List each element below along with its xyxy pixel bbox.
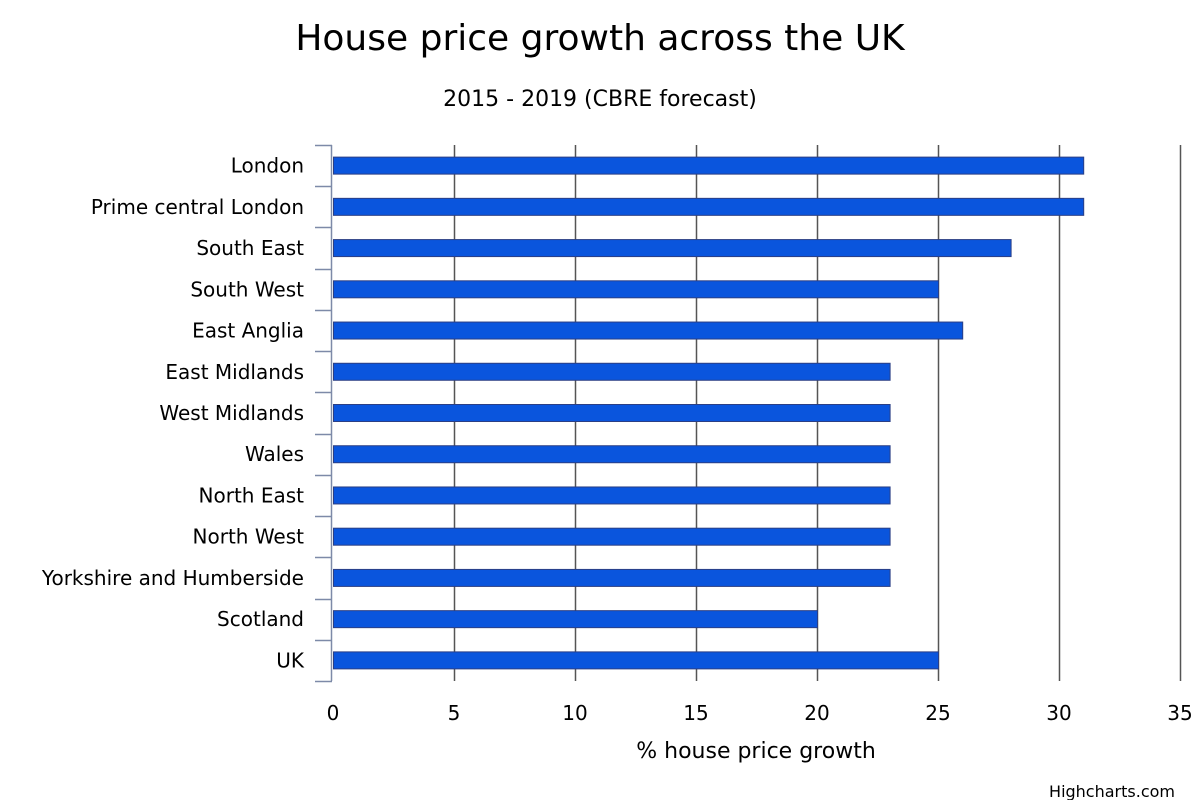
x-tick-label: 30 [1046, 701, 1071, 725]
category-label: Yorkshire and Humberside [41, 566, 304, 590]
category-label: East Midlands [165, 360, 304, 384]
category-label: UK [276, 648, 305, 672]
x-tick-label: 20 [804, 701, 829, 725]
x-axis-title: % house price growth [636, 739, 876, 764]
credits-link[interactable]: Highcharts.com [1049, 782, 1175, 800]
category-label: West Midlands [159, 401, 304, 425]
chart-subtitle: 2015 - 2019 (CBRE forecast) [443, 87, 757, 112]
bar[interactable] [333, 651, 939, 670]
x-tick-label: 10 [562, 701, 587, 725]
bar[interactable] [333, 197, 1085, 216]
bar[interactable] [333, 321, 964, 340]
x-tick-label: 5 [448, 701, 461, 725]
category-label: East Anglia [192, 319, 304, 343]
category-labels: London Prime central London South East Sout… [41, 154, 305, 673]
category-axis [315, 144, 333, 683]
x-tick-label: 25 [925, 701, 950, 725]
category-label: Prime central London [91, 195, 304, 219]
value-axis-labels: 0 5 10 15 20 25 30 35 [327, 701, 1193, 725]
bar[interactable] [333, 568, 891, 587]
category-label: London [231, 154, 304, 178]
x-tick-label: 35 [1167, 701, 1192, 725]
bar[interactable] [333, 527, 891, 546]
bar[interactable] [333, 280, 939, 299]
category-label: Wales [245, 442, 304, 466]
x-tick-label: 15 [683, 701, 708, 725]
category-label: South East [196, 236, 304, 260]
bar[interactable] [333, 486, 891, 505]
bar[interactable] [333, 445, 891, 464]
category-label: North East [199, 483, 305, 507]
x-tick-label: 0 [327, 701, 340, 725]
bar[interactable] [333, 156, 1085, 175]
bar[interactable] [333, 404, 891, 422]
bars [333, 156, 1085, 670]
category-label: North West [193, 525, 305, 549]
chart-title: House price growth across the UK [295, 18, 906, 59]
bar[interactable] [333, 610, 818, 629]
category-label: South West [190, 277, 304, 301]
bar[interactable] [333, 362, 891, 381]
bar[interactable] [333, 239, 1012, 258]
category-label: Scotland [217, 607, 304, 631]
